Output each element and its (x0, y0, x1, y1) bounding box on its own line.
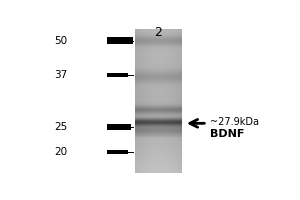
Bar (107, 37, 133, 44)
Text: 37: 37 (55, 70, 68, 80)
Bar (107, 124, 130, 130)
Text: ~27.9kDa: ~27.9kDa (210, 117, 259, 127)
Text: 25: 25 (55, 122, 68, 132)
Text: 2: 2 (154, 26, 162, 39)
Bar (107, 150, 128, 154)
Text: 20: 20 (55, 147, 68, 157)
Text: BDNF: BDNF (210, 129, 244, 139)
Text: 50: 50 (55, 36, 68, 46)
Bar (107, 73, 128, 77)
